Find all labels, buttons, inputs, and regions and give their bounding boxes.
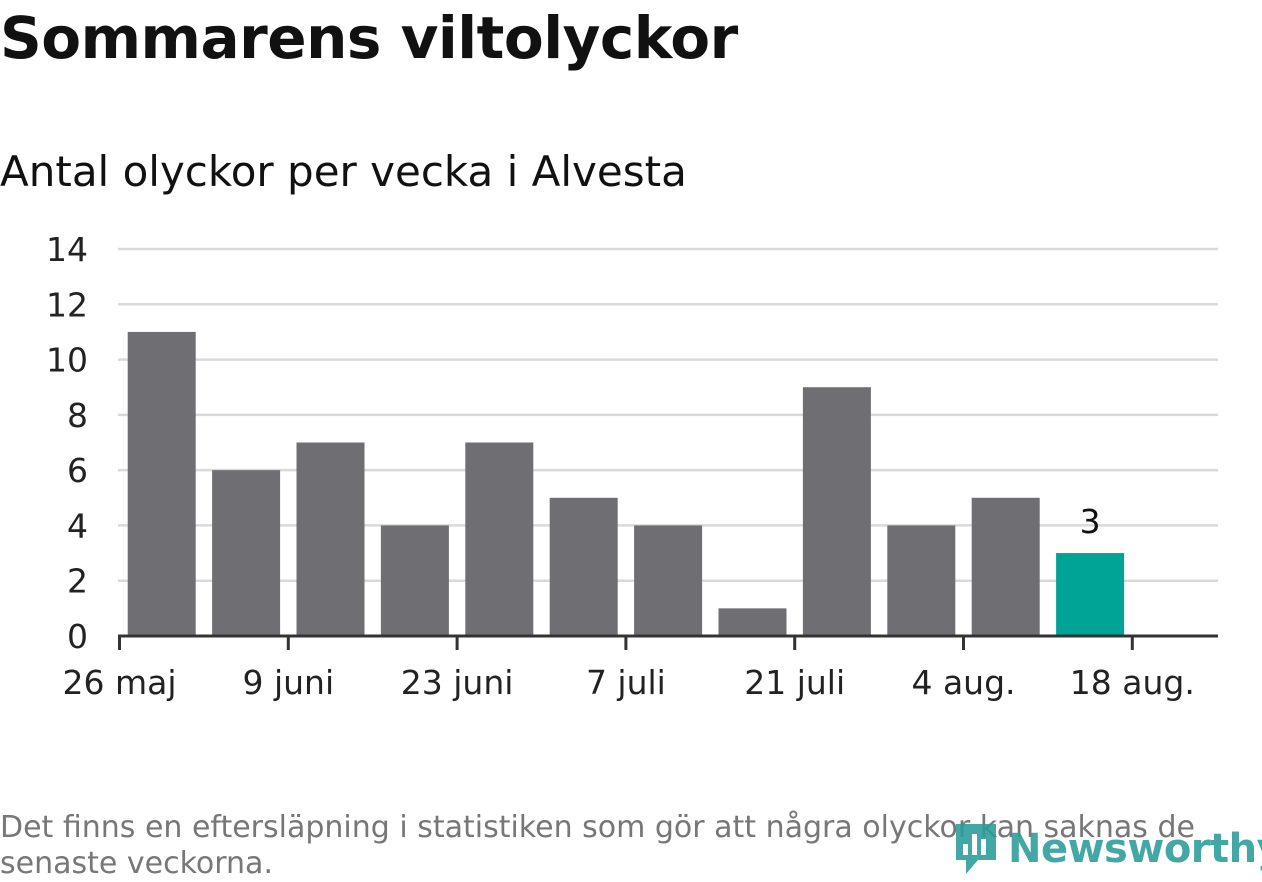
x-tick-label: 23 juni [401,663,514,702]
y-axis-ticks: 0 2 4 6 8 10 12 14 [46,230,88,656]
bar [718,608,787,636]
data-label: 3 [1080,502,1101,541]
bar [212,470,281,636]
y-tick-label: 0 [67,617,88,656]
y-tick-label: 14 [46,230,88,269]
chart-subtitle: Antal olyckor per vecka i Alvesta [0,147,687,196]
x-tick-label: 7 juli [586,663,666,702]
y-tick-label: 8 [67,396,88,435]
y-tick-label: 10 [46,341,88,380]
bar [971,497,1040,636]
y-tick-label: 6 [67,451,88,490]
x-tick-label: 21 juli [744,663,845,702]
chart-title: Sommarens viltolyckor [0,4,738,72]
bar [634,525,703,636]
x-tick-label: 26 maj [62,663,176,702]
bar [127,331,196,636]
bar [802,387,871,636]
y-tick-label: 12 [46,285,88,324]
bar [887,525,956,636]
x-tick-label: 9 juni [242,663,334,702]
x-tick-label: 4 aug. [911,663,1015,702]
bar [549,497,618,636]
bar-highlight [1056,553,1125,636]
bar [380,525,449,636]
y-tick-label: 2 [67,562,88,601]
bar [296,442,365,636]
newsworthy-logo: Newsworthy [952,820,1262,878]
logo-text: Newsworthy [1008,826,1262,872]
y-tick-label: 4 [67,506,88,545]
data-labels: 3 [1080,502,1101,541]
bars [127,331,1125,636]
newsworthy-chart-icon [956,824,996,874]
x-axis-ticks: 26 maj 9 juni 23 juni 7 juli 21 juli 4 aug. 18… [62,636,1195,702]
bar [465,442,534,636]
x-tick-label: 18 aug. [1070,663,1195,702]
